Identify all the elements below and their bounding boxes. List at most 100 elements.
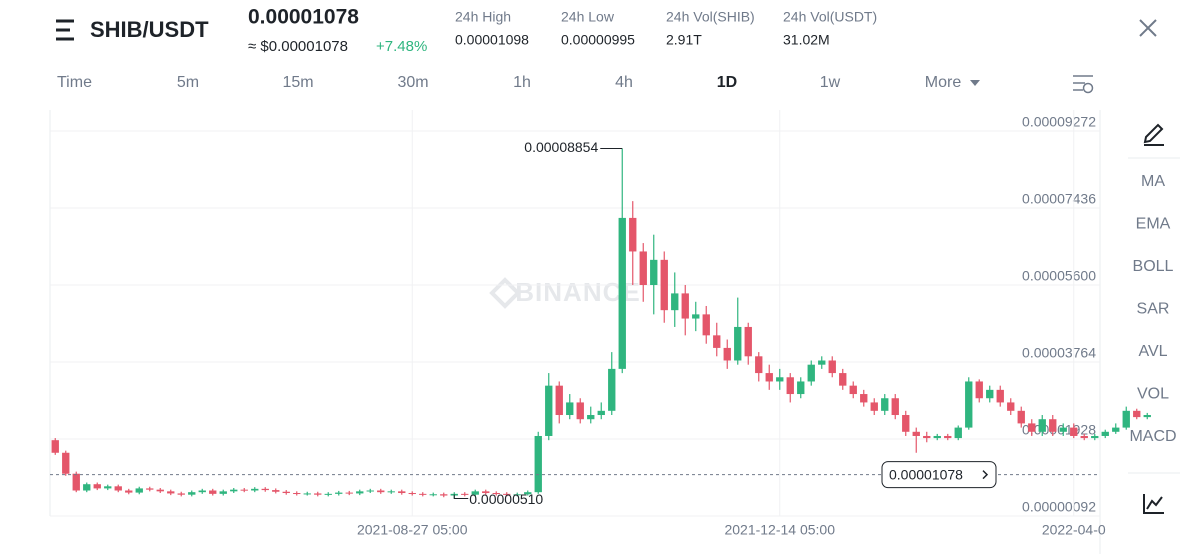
candle-body [125, 490, 133, 493]
candle-body [314, 493, 322, 495]
candle-body [429, 494, 437, 496]
stat-value: 31.02M [783, 32, 830, 48]
candle-body [83, 484, 91, 491]
candle-body [744, 326, 752, 357]
candle-body [807, 364, 815, 382]
stat-value: 2.91T [666, 32, 702, 48]
interval-tab[interactable]: 1w [820, 74, 841, 91]
candle-body [671, 293, 679, 311]
candle-body [576, 402, 584, 420]
close-button[interactable] [1139, 19, 1157, 37]
indicator-button[interactable]: AVL [1138, 343, 1167, 360]
candle-body [986, 389, 994, 399]
candle-body [860, 394, 868, 403]
interval-tab[interactable]: 30m [397, 74, 428, 91]
candle-body [240, 489, 248, 491]
interval-tab[interactable]: 1D [717, 74, 737, 91]
pair[interactable]: SHIB/USDT [90, 17, 209, 42]
candle-body [597, 410, 605, 416]
candle-body [912, 431, 920, 436]
price: 0.00001078 [248, 6, 359, 29]
candle-body [1028, 423, 1036, 432]
candle-body [1091, 435, 1099, 439]
candle-body [755, 356, 763, 374]
indicator-button[interactable]: VOL [1137, 386, 1169, 403]
candle-body [377, 490, 385, 493]
indicator-button[interactable]: MA [1141, 173, 1165, 190]
candle-body [440, 494, 448, 496]
candle-body [1122, 410, 1130, 428]
settings-icon[interactable] [1073, 75, 1094, 94]
candle-body [1070, 427, 1078, 436]
candle-body [209, 490, 217, 494]
candle-body [786, 377, 794, 395]
y-tick-label: 0.00003764 [1022, 345, 1096, 361]
candle-body [51, 440, 59, 453]
interval-tab[interactable]: 1h [513, 74, 531, 91]
interval-tab[interactable]: More [925, 74, 962, 91]
candle-body [702, 314, 710, 336]
candle-body [146, 488, 154, 490]
candle-body [156, 489, 164, 492]
candle-body [503, 493, 511, 495]
menu-icon[interactable] [56, 19, 74, 41]
x-tick-label: 2021-12-14 05:00 [724, 522, 835, 538]
candle-body [198, 490, 206, 493]
candle-body [534, 435, 542, 493]
candle-body [975, 381, 983, 399]
pencil-icon[interactable] [1143, 123, 1164, 146]
candle-body [870, 402, 878, 411]
chart-type-icon[interactable] [1143, 494, 1164, 514]
dropdown-arrow [970, 80, 980, 86]
candle-body [639, 251, 647, 286]
candle-body [1080, 435, 1088, 439]
candle-body [797, 381, 805, 395]
candle-body [828, 360, 836, 374]
interval-tab[interactable]: 5m [177, 74, 199, 91]
indicator-button[interactable]: SAR [1137, 301, 1170, 318]
candle-body [419, 493, 427, 495]
candle-body [692, 314, 700, 319]
candle-body [713, 335, 721, 348]
indicator-button[interactable]: MACD [1129, 428, 1176, 445]
last-price-box[interactable] [881, 461, 997, 489]
interval-tab[interactable]: 4h [615, 74, 633, 91]
candle-body [1143, 415, 1151, 418]
candle-body [188, 492, 196, 495]
change: +7.48% [376, 38, 427, 55]
candle-body [114, 486, 122, 491]
stat-label: 24h Vol(SHIB) [666, 9, 755, 25]
candle-body [1038, 419, 1046, 432]
candle-body [965, 381, 973, 428]
interval-tab[interactable]: Time [57, 74, 92, 91]
indicator-button[interactable]: BOLL [1133, 258, 1174, 275]
candle-body [734, 326, 742, 361]
candle-body [618, 217, 626, 369]
x-tick-label: 2021-08-27 05:00 [357, 522, 468, 538]
candle-body [398, 491, 406, 494]
candle-body [629, 217, 637, 252]
candle-body [545, 385, 553, 436]
candle-body [1101, 431, 1109, 436]
watermark-logo [489, 277, 521, 309]
candle-body [1112, 427, 1120, 432]
max-marker-label: 0.00008854 [524, 139, 598, 155]
candle-body [471, 491, 479, 495]
y-tick-label: 0.00005600 [1022, 268, 1096, 284]
x-tick-label: 2022-04-0 [1042, 522, 1106, 538]
candle-body [261, 488, 269, 491]
candle-body [723, 347, 731, 361]
candle-body [1059, 427, 1067, 432]
candle-body [251, 488, 259, 491]
candle-body [345, 492, 353, 494]
candle-body [461, 493, 469, 495]
candle-body [524, 492, 532, 495]
candle-body [944, 435, 952, 439]
candle-body [1007, 402, 1015, 411]
candle-body [765, 373, 773, 382]
interval-tab[interactable]: 15m [282, 74, 313, 91]
candle-body [356, 491, 364, 494]
indicator-button[interactable]: EMA [1136, 216, 1171, 233]
candle-body [954, 427, 962, 439]
